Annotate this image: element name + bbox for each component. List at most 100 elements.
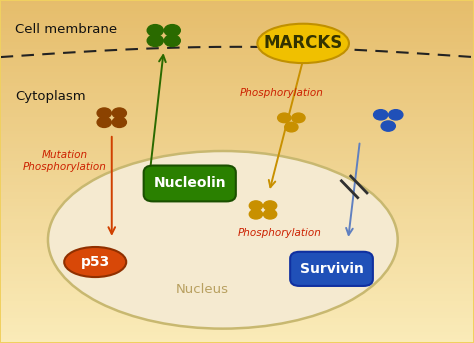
Ellipse shape [48, 151, 398, 329]
Bar [0, 182, 474, 185]
Text: Nucleolin: Nucleolin [154, 176, 226, 190]
Circle shape [381, 121, 395, 131]
Bar [0, 120, 474, 124]
Bar [0, 291, 474, 295]
Circle shape [147, 35, 163, 46]
Bar [0, 267, 474, 271]
Text: Mutation
Phosphorylation: Mutation Phosphorylation [23, 151, 107, 172]
Ellipse shape [64, 247, 126, 277]
Bar [0, 127, 474, 130]
Bar [0, 66, 474, 69]
Ellipse shape [257, 24, 349, 63]
Bar [0, 185, 474, 189]
Circle shape [264, 201, 277, 211]
Bar [0, 83, 474, 86]
Bar [0, 28, 474, 32]
Bar [0, 52, 474, 55]
Bar [0, 281, 474, 284]
Bar [0, 18, 474, 21]
Bar [0, 93, 474, 96]
Bar [0, 114, 474, 117]
Bar [0, 226, 474, 229]
Bar [0, 144, 474, 147]
Bar [0, 42, 474, 45]
Bar [0, 76, 474, 79]
Bar [0, 130, 474, 134]
Bar [0, 339, 474, 342]
Bar [0, 45, 474, 48]
Bar [0, 233, 474, 236]
Circle shape [249, 210, 263, 219]
Bar [0, 209, 474, 213]
FancyBboxPatch shape [290, 252, 373, 286]
Text: MARCKS: MARCKS [264, 34, 343, 52]
Bar [0, 236, 474, 240]
Bar [0, 288, 474, 291]
Bar [0, 137, 474, 141]
Bar [0, 264, 474, 267]
Text: Cell membrane: Cell membrane [15, 23, 117, 36]
Bar [0, 284, 474, 288]
Bar [0, 59, 474, 62]
Bar [0, 229, 474, 233]
Bar [0, 311, 474, 315]
Bar [0, 243, 474, 247]
Circle shape [374, 110, 388, 120]
Bar [0, 325, 474, 329]
Bar [0, 8, 474, 11]
Bar [0, 100, 474, 103]
Bar [0, 216, 474, 219]
Bar [0, 305, 474, 308]
Bar [0, 189, 474, 192]
Bar [0, 168, 474, 172]
Bar [0, 247, 474, 250]
Bar [0, 96, 474, 100]
Bar [0, 141, 474, 144]
Circle shape [249, 201, 263, 211]
Bar [0, 161, 474, 165]
Bar [0, 271, 474, 274]
Text: Survivin: Survivin [300, 262, 364, 276]
Circle shape [97, 117, 111, 128]
Bar [0, 117, 474, 120]
Text: Nucleus: Nucleus [175, 283, 228, 296]
Bar [0, 107, 474, 110]
Bar [0, 318, 474, 322]
Bar [0, 25, 474, 28]
Bar [0, 62, 474, 66]
Circle shape [112, 117, 127, 128]
Bar [0, 295, 474, 298]
Bar [0, 103, 474, 107]
Circle shape [112, 108, 127, 118]
Bar [0, 308, 474, 311]
Bar [0, 196, 474, 199]
Text: Cytoplasm: Cytoplasm [15, 90, 85, 103]
Text: p53: p53 [81, 255, 110, 269]
Bar [0, 199, 474, 202]
Bar [0, 14, 474, 18]
Bar [0, 240, 474, 243]
Bar [0, 90, 474, 93]
Bar [0, 32, 474, 35]
Bar [0, 165, 474, 168]
Circle shape [292, 113, 305, 123]
Bar [0, 1, 474, 4]
Bar [0, 335, 474, 339]
Bar [0, 250, 474, 253]
Bar [0, 175, 474, 178]
Bar [0, 55, 474, 59]
Bar [0, 4, 474, 8]
Circle shape [264, 210, 277, 219]
Bar [0, 11, 474, 14]
Bar [0, 301, 474, 305]
Bar [0, 154, 474, 158]
Circle shape [164, 35, 180, 46]
Bar [0, 124, 474, 127]
Bar [0, 260, 474, 264]
Bar [0, 110, 474, 114]
Bar [0, 79, 474, 83]
Bar [0, 72, 474, 76]
Bar [0, 298, 474, 301]
Circle shape [285, 122, 298, 132]
Bar [0, 86, 474, 90]
